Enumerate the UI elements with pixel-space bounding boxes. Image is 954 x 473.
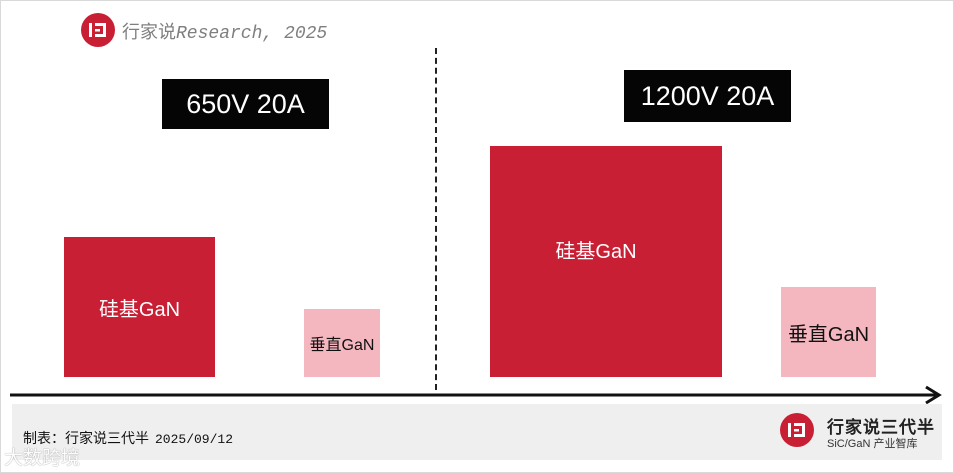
block-1200v-vertical-gan: 垂直GaN: [781, 287, 876, 377]
watermark: 大数跨境: [4, 448, 81, 469]
block-1200v-si-gan: 硅基GaN: [490, 146, 722, 377]
footer-date: 2025/09/12: [155, 432, 234, 447]
footer-credit-text: 制表：行家说三代半: [23, 430, 149, 446]
block-1200v-si-gan-label: 硅基GaN: [555, 241, 637, 263]
arrow-icon: [10, 385, 942, 405]
footer-logo-icon: [780, 413, 814, 447]
block-650v-vertical-gan-label: 垂直GaN: [309, 337, 375, 354]
spec-label-1200v-text: 1200V 20A: [640, 80, 775, 111]
spec-label-650v-text: 650V 20A: [186, 88, 305, 119]
spec-label-1200v: 1200V 20A: [624, 70, 791, 122]
source-text: Research, 2025: [176, 24, 328, 44]
panel-divider: [435, 48, 437, 390]
block-1200v-vertical-gan-label: 垂直GaN: [787, 323, 870, 346]
footer-credit: 制表：行家说三代半 2025/09/12: [23, 428, 233, 448]
spec-label-650v: 650V 20A: [162, 79, 329, 129]
source-brand: 行家说: [122, 22, 176, 43]
footer-brand-name: 行家说三代半: [827, 418, 935, 437]
block-650v-si-gan-label: 硅基GaN: [98, 298, 181, 321]
logo-icon: [81, 13, 115, 47]
block-650v-si-gan: 硅基GaN: [64, 237, 215, 377]
block-650v-vertical-gan: 垂直GaN: [304, 309, 380, 377]
footer-brand-tagline: SiC/GaN 产业智库: [827, 438, 918, 450]
source-label: 行家说Research, 2025: [122, 18, 327, 44]
